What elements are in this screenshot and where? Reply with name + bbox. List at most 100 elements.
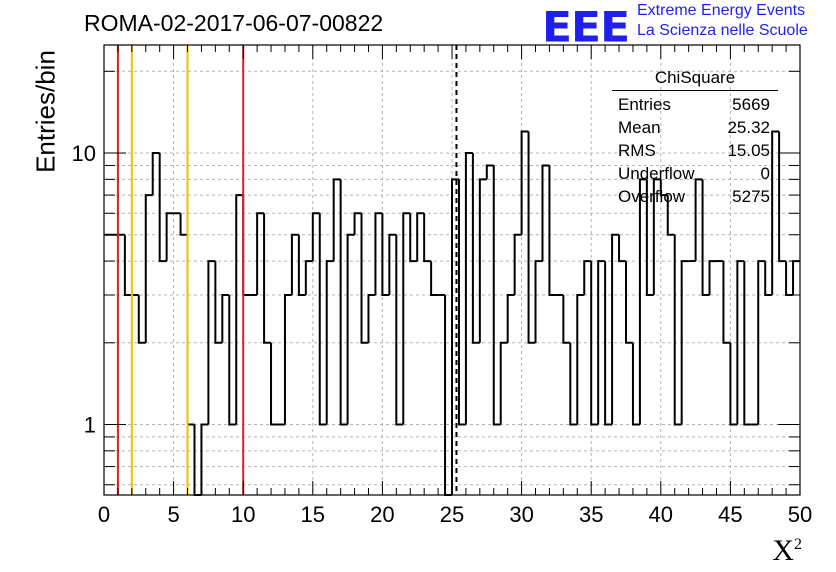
histogram-bin: [548, 165, 557, 296]
page-title: ROMA-02-2017-06-07-00822: [84, 10, 384, 36]
stats-title: ChiSquare: [612, 68, 778, 91]
eee-logo: EEE: [542, 3, 630, 52]
histogram-bin: [541, 164, 550, 262]
histogram-bin: [256, 212, 265, 295]
stats-value: 15.05: [727, 141, 770, 160]
histogram-bin: [402, 212, 411, 425]
histogram-bin: [318, 213, 327, 426]
histogram-bin: [645, 179, 654, 296]
histogram-bin: [527, 131, 536, 344]
stats-value: 25.32: [727, 118, 770, 137]
histogram-bin: [165, 212, 174, 262]
histogram-bin: [520, 130, 529, 235]
histogram-bin: [388, 233, 397, 295]
histogram-bin: [325, 260, 334, 425]
histogram-bin: [290, 233, 299, 295]
histogram-bin: [374, 212, 383, 295]
histogram-bin: [652, 178, 661, 295]
stats-value: 0: [760, 164, 770, 183]
histogram-bin: [597, 260, 606, 425]
histogram-bin: [673, 234, 682, 426]
histogram-bin: [457, 179, 466, 426]
histogram-bin: [423, 213, 432, 263]
histogram-bin: [367, 293, 376, 343]
histogram-bin: [506, 293, 515, 343]
x-tick-label: 30: [509, 502, 533, 527]
histogram-bin: [137, 294, 146, 344]
histogram-bin: [618, 234, 626, 263]
x-tick-label: 25: [440, 502, 464, 527]
histogram-bin: [332, 178, 341, 262]
histogram-bin: [590, 261, 599, 426]
histogram-bin: [513, 233, 522, 295]
histogram-bin: [360, 213, 369, 344]
histogram-bin: [270, 342, 278, 426]
histogram-bin: [708, 260, 717, 295]
histogram-bin: [576, 293, 585, 425]
logo-caption-line1: Extreme Energy Events: [637, 2, 806, 19]
y-tick-label: 10: [72, 141, 96, 166]
histogram-bin: [430, 261, 439, 296]
x-axis-label-base: X: [772, 534, 794, 567]
histogram-bin: [353, 212, 362, 235]
histogram-bin: [228, 294, 237, 426]
stats-label: Underflow: [618, 164, 695, 183]
histogram-bin: [123, 234, 132, 296]
stats-row-underflow: Underflow 0: [612, 162, 778, 185]
histogram-bin: [694, 178, 703, 262]
histogram-bin: [297, 234, 306, 296]
stats-label: Mean: [618, 118, 661, 137]
x-tick-label: 50: [788, 502, 812, 527]
histogram-bin: [464, 152, 473, 425]
stats-box: ChiSquare Entries 5669 Mean 25.32 RMS 15.05…: [612, 68, 778, 208]
stats-value: 5275: [732, 187, 770, 206]
histogram-bin: [736, 260, 745, 425]
y-axis-label: Entries/bin: [30, 50, 61, 173]
x-tick-label: 5: [167, 502, 179, 527]
histogram-bin: [200, 423, 209, 495]
histogram-bin: [771, 130, 780, 295]
x-tick-label: 45: [718, 502, 742, 527]
histogram-bin: [304, 260, 313, 295]
histogram-bin: [451, 178, 459, 495]
histogram-bin: [409, 213, 418, 263]
histogram-bin: [764, 261, 773, 296]
histogram-bin: [395, 234, 404, 426]
histogram-bin: [346, 233, 355, 425]
histogram-bin: [263, 213, 272, 344]
histogram-bin: [666, 195, 675, 236]
x-tick-label: 40: [649, 502, 673, 527]
histogram-bin: [221, 293, 230, 343]
histogram-bin: [144, 194, 153, 343]
stats-row-entries: Entries 5669: [612, 93, 778, 116]
stats-row-mean: Mean 25.32: [612, 116, 778, 139]
stats-label: RMS: [618, 141, 656, 160]
logo-caption-line2: La Scienza nelle Scuole: [637, 22, 808, 39]
histogram-bin: [214, 261, 223, 344]
stats-row-overflow: Overflow 5275: [612, 185, 778, 208]
histogram-bin: [743, 261, 752, 426]
x-axis-label-superscript: 2: [794, 536, 802, 553]
histogram-bin: [283, 293, 292, 425]
histogram-bin: [625, 261, 633, 344]
x-tick-label: 20: [370, 502, 394, 527]
x-tick-label: 35: [579, 502, 603, 527]
histogram-bin: [659, 179, 668, 197]
stats-label: Entries: [618, 95, 671, 114]
histogram-bin: [478, 178, 487, 343]
y-tick-label: 1: [84, 413, 96, 438]
histogram-bin: [416, 212, 425, 262]
histogram-bin: [179, 213, 188, 236]
x-axis-label: X2: [772, 534, 802, 568]
histogram-bin: [339, 179, 348, 426]
histogram-bin: [722, 261, 731, 344]
histogram-bin: [235, 194, 244, 425]
histogram-bin: [311, 212, 320, 262]
histogram-bin: [158, 153, 167, 263]
histogram-bin: [492, 165, 501, 426]
histogram-bin: [534, 260, 543, 343]
histogram-bin: [207, 260, 216, 425]
histogram-bin: [611, 233, 620, 425]
histogram-bin: [757, 260, 766, 425]
